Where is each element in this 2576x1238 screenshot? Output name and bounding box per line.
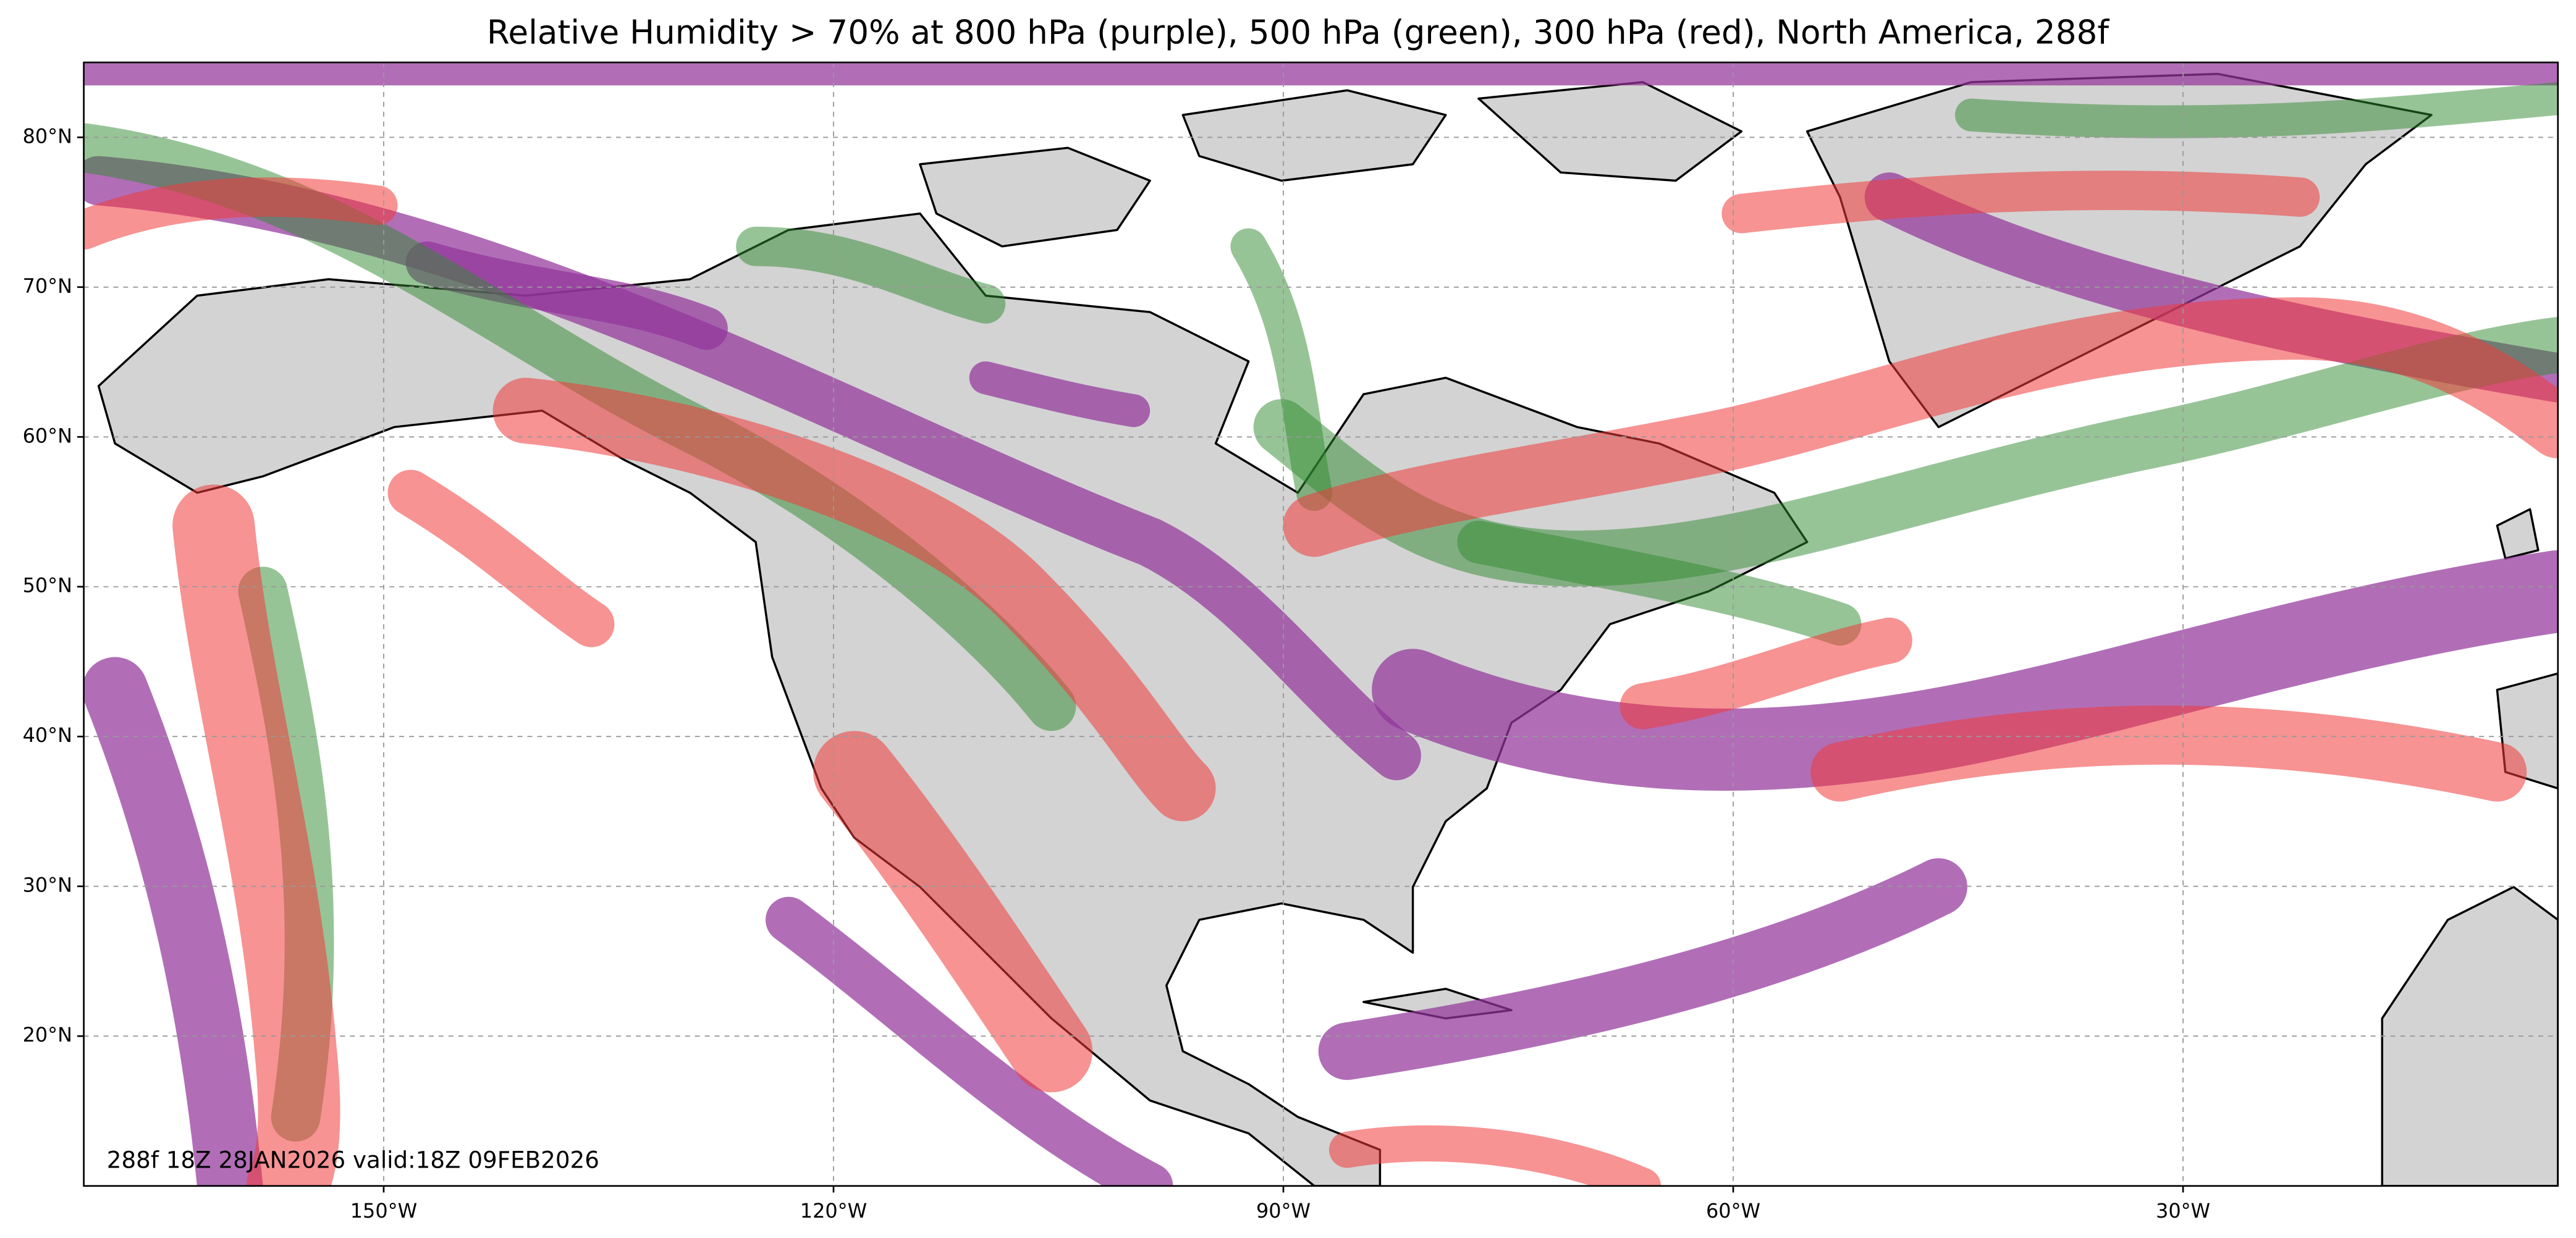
y-tick-label: 80°N — [23, 124, 72, 148]
y-tick-label: 60°N — [23, 424, 72, 447]
valid-time: 288f 18Z 28JAN2026 valid:18Z 09FEB2026 — [107, 1146, 599, 1173]
graticule — [83, 62, 2558, 1186]
title: Relative Humidity > 70% at 800 hPa (purp… — [487, 13, 2110, 51]
y-tick-label: 20°N — [23, 1023, 72, 1046]
x-tick-label: 90°W — [1256, 1199, 1311, 1223]
y-tick-label: 40°N — [23, 723, 72, 747]
frame — [83, 61, 2559, 1187]
y-tick-label: 30°N — [23, 874, 72, 897]
x-tick-label: 60°W — [1706, 1199, 1760, 1223]
humidity-300hpa — [83, 171, 2558, 1186]
y-tick-label: 70°N — [23, 274, 72, 298]
y-tick-label: 50°N — [23, 574, 72, 597]
x-tick-label: 30°W — [2156, 1199, 2210, 1223]
x-tick-label: 150°W — [350, 1199, 417, 1223]
x-tick-label: 120°W — [800, 1199, 867, 1223]
map-area: 288f 18Z 28JAN2026 valid:18Z 09FEB2026 — [83, 62, 2558, 1186]
